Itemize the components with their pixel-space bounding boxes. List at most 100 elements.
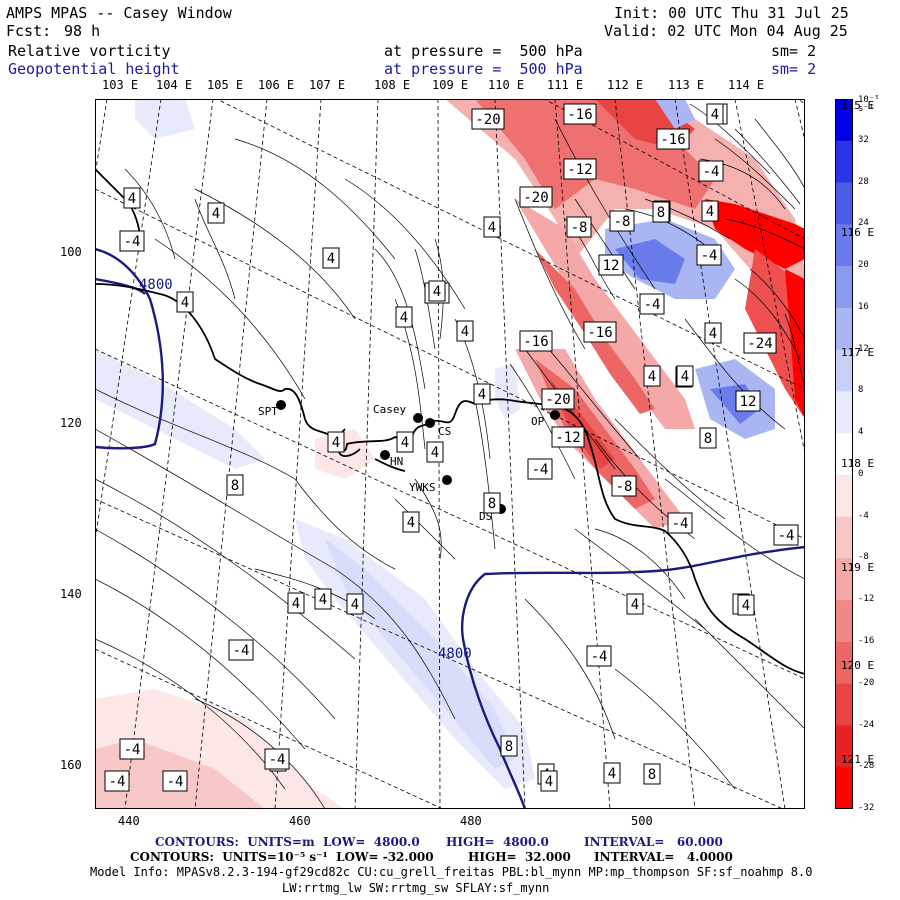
svg-text:4: 4 (212, 206, 220, 222)
station-dot-hn (380, 450, 390, 460)
height-contour-label: 4800 (139, 277, 173, 293)
station-dot-ywks (442, 475, 452, 485)
vorticity-label: 4 (676, 365, 694, 387)
svg-text:8: 8 (231, 478, 239, 494)
lon-label: 109 E (432, 78, 469, 92)
vorticity-label: 4 (396, 431, 414, 453)
colorbar-swatch (835, 349, 853, 392)
colorbar-swatch (835, 391, 853, 434)
colorbar-swatch (835, 433, 853, 476)
svg-text:4: 4 (319, 592, 327, 608)
x-tick-label: 460 (289, 814, 311, 828)
colorbar-swatch (835, 474, 853, 518)
vorticity-label: -4 (698, 160, 724, 182)
svg-text:4: 4 (407, 515, 415, 531)
svg-text:-20: -20 (523, 190, 548, 206)
svg-text:8: 8 (648, 767, 656, 783)
svg-text:4: 4 (351, 597, 359, 613)
svg-text:-4: -4 (124, 742, 141, 758)
vorticity-label: 4 (176, 291, 194, 313)
vorticity-label: 4 (643, 365, 661, 387)
vorticity-label: 4 (287, 592, 305, 614)
x-tick-label: 480 (460, 814, 482, 828)
svg-text:-24: -24 (747, 336, 772, 352)
lon-label: 112 E (607, 78, 644, 92)
svg-text:-4: -4 (124, 234, 141, 250)
colorbar-swatch (835, 725, 853, 768)
station-label-spt: SPT (258, 405, 278, 418)
svg-text:8: 8 (657, 205, 665, 221)
svg-text:4: 4 (433, 284, 441, 300)
vorticity-label: 4 (456, 320, 474, 342)
svg-text:-4: -4 (167, 774, 184, 790)
colorbar (835, 99, 853, 809)
colorbar-tick-label: 32 (858, 134, 869, 145)
lat-lon-grid (95, 99, 805, 809)
svg-text:-4: -4 (778, 528, 795, 544)
svg-text:-4: -4 (532, 462, 549, 478)
field2-smoothing: sm= 2 (771, 60, 817, 78)
vorticity-label: -4 (119, 738, 145, 760)
vorticity-label: 4 (483, 216, 501, 238)
svg-text:4: 4 (711, 107, 719, 123)
vorticity-label: 12 (735, 390, 761, 412)
vorticity-label: -4 (104, 770, 130, 792)
lat-label: 120 E (841, 659, 875, 672)
vorticity-label: 4 (603, 762, 621, 784)
lat-label: 116 E (841, 226, 875, 239)
svg-text:-4: -4 (644, 297, 661, 313)
vort-contour-high: HIGH= 32.000 (468, 850, 571, 864)
vorticity-label: -20 (519, 186, 553, 208)
vorticity-label: 4 (123, 187, 141, 209)
svg-text:-4: -4 (672, 516, 689, 532)
vorticity-label: 4 (428, 280, 446, 302)
vorticity-label: 4 (402, 511, 420, 533)
colorbar-tick-label: 20 (858, 260, 869, 271)
vorticity-label: 4 (737, 594, 755, 616)
vorticity-label: 4 (706, 103, 724, 125)
vorticity-label: 4 (395, 306, 413, 328)
vorticity-label: 4 (473, 383, 491, 405)
height-contour-info: CONTOURS: UNITS=m LOW= 4800.0 (155, 835, 420, 849)
model-info-radiation: LW:rrtmg_lw SW:rrtmg_sw SFLAY:sf_mynn (282, 881, 550, 895)
y-tick-label: 160 (60, 758, 82, 772)
vorticity-label: -4 (527, 458, 553, 480)
field1-smoothing: sm= 2 (771, 42, 817, 60)
svg-text:-12: -12 (555, 430, 580, 446)
svg-text:-4: -4 (233, 643, 250, 659)
station-label-op: OP (531, 415, 545, 428)
vorticity-label: 4 (540, 770, 558, 792)
colorbar-swatch (835, 767, 853, 809)
svg-text:4: 4 (545, 774, 553, 790)
vorticity-label: 4 (314, 588, 332, 610)
station-label-casey: Casey (373, 403, 406, 416)
svg-text:-8: -8 (614, 214, 631, 230)
colorbar-tick-label: -28 (858, 761, 875, 772)
colorbar-swatch (835, 266, 853, 309)
vorticity-label: -4 (162, 770, 188, 792)
vorticity-label: -16 (519, 330, 553, 352)
x-tick-label: 500 (631, 814, 653, 828)
field2-level: at pressure = 500 hPa (384, 60, 583, 78)
colorbar-tick-label: 16 (858, 301, 869, 312)
lat-label: 121 E (841, 753, 875, 766)
colorbar-tick-label: 8 (858, 385, 864, 396)
vorticity-label: -4 (639, 293, 665, 315)
svg-text:-4: -4 (591, 649, 608, 665)
svg-text:4: 4 (631, 597, 639, 613)
forecast-label: Fcst: (6, 22, 52, 40)
svg-text:4: 4 (292, 596, 300, 612)
svg-text:-20: -20 (545, 392, 570, 408)
vorticity-label: -16 (583, 321, 617, 343)
lon-label: 107 E (309, 78, 346, 92)
svg-text:4: 4 (742, 598, 750, 614)
vorticity-label: -16 (656, 128, 690, 150)
lon-label: 106 E (258, 78, 295, 92)
y-tick-label: 120 (60, 416, 82, 430)
colorbar-tick-label: -8 (858, 552, 869, 563)
svg-text:4: 4 (706, 204, 714, 220)
svg-text:4: 4 (478, 387, 486, 403)
vorticity-label: 4 (704, 322, 722, 344)
lon-label: 110 E (488, 78, 525, 92)
station-label-ywks: YWKS (409, 481, 436, 494)
